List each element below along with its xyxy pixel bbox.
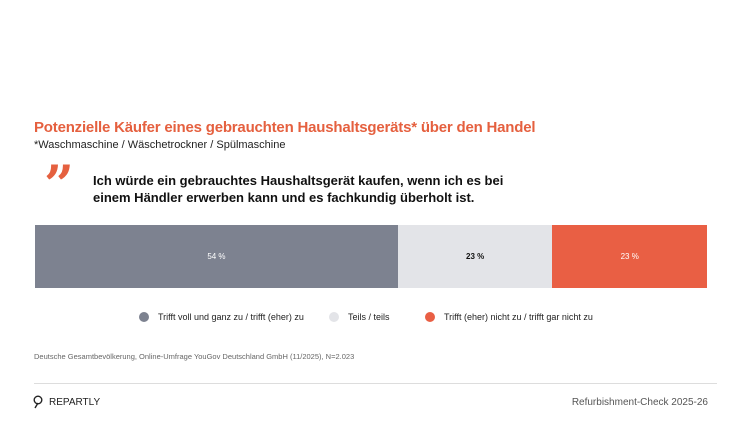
- legend-dot-neutral: [329, 312, 339, 322]
- data-label-disagree: 23 %: [620, 252, 639, 261]
- logo-icon: [33, 395, 43, 409]
- legend-dot-disagree: [425, 312, 435, 322]
- legend-item-agree: Trifft voll und ganz zu / trifft (eher) …: [139, 312, 304, 322]
- legend-label-neutral: Teils / teils: [348, 312, 390, 322]
- chart-subtitle: *Waschmaschine / Wäschetrockner / Spülma…: [34, 139, 286, 151]
- footer-divider: [34, 383, 717, 384]
- legend-label-disagree: Trifft (eher) nicht zu / trifft gar nich…: [444, 312, 593, 322]
- footer-report-name: Refurbishment-Check 2025-26: [571, 397, 708, 408]
- source-note: Deutsche Gesamtbevölkerung, Online-Umfra…: [34, 352, 355, 361]
- bar-segment-agree: 54 %: [35, 225, 398, 288]
- repartly-logo: REPARTLY: [33, 395, 100, 409]
- data-label-agree: 54 %: [207, 252, 226, 261]
- legend-item-disagree: Trifft (eher) nicht zu / trifft gar nich…: [425, 312, 593, 322]
- data-label-neutral: 23 %: [466, 252, 485, 261]
- logo-text: REPARTLY: [49, 396, 101, 408]
- legend-dot-agree: [139, 312, 149, 322]
- stacked-bar: 54 % 23 % 23 %: [35, 225, 707, 288]
- legend-item-neutral: Teils / teils: [329, 312, 390, 322]
- quote-icon: ”: [44, 155, 74, 216]
- statement-text: Ich würde ein gebrauchtes Haushaltsgerät…: [93, 173, 504, 205]
- legend-label-agree: Trifft voll und ganz zu / trifft (eher) …: [158, 312, 304, 322]
- bar-segment-neutral: 23 %: [397, 225, 553, 288]
- bar-segment-disagree: 23 %: [552, 225, 707, 288]
- chart-title: Potenzielle Käufer eines gebrauchten Hau…: [34, 119, 536, 136]
